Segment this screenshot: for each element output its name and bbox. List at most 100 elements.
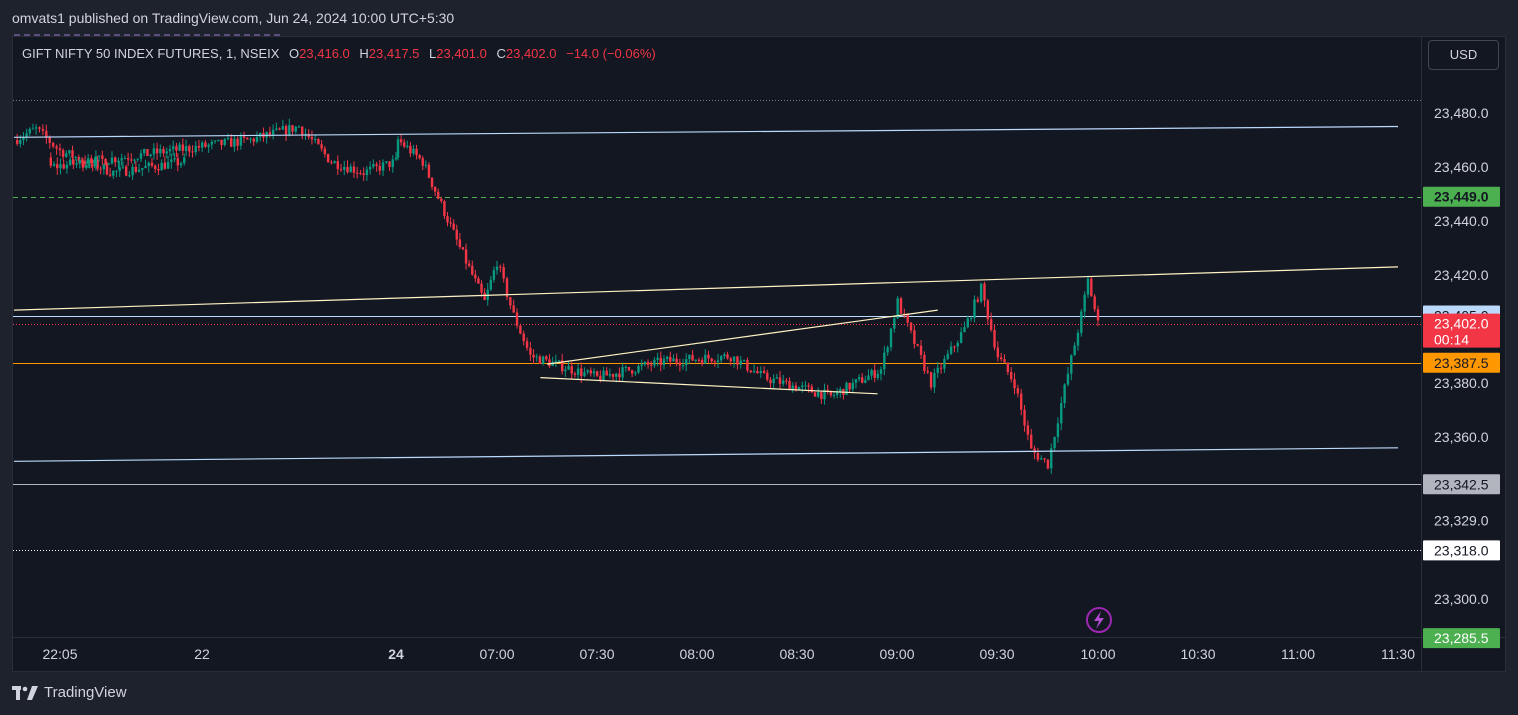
- triangle-upper-line[interactable]: [547, 309, 938, 365]
- candle-body: [424, 164, 428, 166]
- candle-body: [986, 300, 990, 320]
- candle-body: [242, 136, 246, 138]
- candle-body: [576, 368, 580, 375]
- candle-body: [62, 164, 65, 169]
- candle-body: [736, 356, 739, 365]
- candle-body: [909, 322, 913, 331]
- candle-body: [464, 249, 468, 264]
- candle-body: [220, 139, 223, 146]
- candle-body: [1043, 458, 1046, 460]
- candle-body: [640, 364, 643, 366]
- candle-body: [123, 158, 127, 160]
- candle-body: [88, 164, 91, 166]
- candle-body: [157, 169, 160, 171]
- candle-body: [723, 354, 726, 357]
- candle-body: [471, 265, 474, 275]
- candle-body: [832, 395, 836, 397]
- candle-body: [820, 392, 823, 400]
- candle-body: [281, 126, 285, 130]
- symbol-legend: GIFT NIFTY 50 INDEX FUTURES, 1, NSEIX O2…: [22, 46, 656, 61]
- candle-body: [320, 144, 323, 149]
- candle-body: [38, 127, 41, 129]
- candle-body: [694, 359, 697, 361]
- candle-body: [1050, 448, 1053, 469]
- candle-body: [94, 156, 98, 166]
- upper-channel-line[interactable]: [13, 125, 1399, 138]
- candle-body: [41, 128, 45, 131]
- lower-channel-line[interactable]: [13, 447, 1399, 462]
- candle-body: [175, 146, 178, 151]
- x-tick-label: 11:00: [1281, 646, 1315, 662]
- candle-body: [271, 129, 275, 135]
- candle-body: [983, 283, 986, 301]
- candle-body: [996, 347, 1000, 358]
- candle-body: [346, 166, 349, 173]
- candle-body: [323, 148, 327, 155]
- candle-body: [184, 146, 188, 151]
- candle-body: [19, 140, 22, 144]
- triangle-lower-line[interactable]: [540, 377, 878, 395]
- candle-body: [477, 278, 480, 284]
- candle-body: [554, 360, 558, 362]
- low-value: 23,401.0: [436, 46, 487, 61]
- resistance-line[interactable]: [13, 266, 1399, 311]
- open-value: 23,416.0: [299, 46, 350, 61]
- candle-body: [107, 163, 110, 165]
- candle-body: [252, 138, 255, 142]
- candle-body: [646, 362, 650, 365]
- candle-body: [688, 354, 691, 360]
- candle-body: [304, 133, 307, 135]
- candle-body: [1063, 384, 1066, 404]
- top-bar: omvats1 published on TradingView.com, Ju…: [0, 0, 1518, 36]
- price-label: 23,285.5: [1434, 630, 1489, 646]
- candle-body: [483, 292, 486, 300]
- candle-body: [602, 370, 605, 381]
- y-tick-label: 23,460.0: [1434, 159, 1489, 175]
- candle-body: [118, 167, 121, 171]
- candle-body: [650, 364, 653, 366]
- candle-body: [929, 372, 933, 388]
- candle-body: [1070, 355, 1073, 374]
- candle-body: [188, 146, 191, 152]
- candle-body: [179, 163, 183, 166]
- candle-body: [1016, 388, 1020, 394]
- candle-body: [839, 388, 842, 393]
- symbol-name[interactable]: GIFT NIFTY 50 INDEX FUTURES, 1, NSEIX: [22, 46, 280, 61]
- candle-body: [624, 366, 627, 368]
- candle-body: [512, 305, 515, 313]
- candle-body: [72, 159, 75, 165]
- candle-body: [857, 377, 861, 380]
- candle-body: [114, 157, 117, 163]
- candle-body: [662, 359, 666, 365]
- candle-body: [700, 359, 704, 364]
- candle-body: [939, 367, 943, 369]
- candle-body: [297, 126, 301, 128]
- candle-body: [515, 312, 519, 326]
- candle-body: [759, 370, 762, 374]
- candle-body: [943, 358, 946, 369]
- x-tick-label: 10:30: [1180, 646, 1215, 662]
- candle-body: [669, 356, 672, 362]
- currency-button[interactable]: USD: [1428, 40, 1499, 70]
- candle-body: [83, 161, 87, 164]
- candle-body: [707, 354, 710, 359]
- candle-body: [672, 358, 675, 362]
- candle-body: [310, 136, 314, 140]
- candle-body: [637, 365, 640, 373]
- candle-body: [352, 166, 356, 173]
- candle-body: [59, 164, 62, 169]
- candle-body: [580, 368, 583, 377]
- price-label-bg: [1423, 186, 1500, 207]
- candle-body: [275, 128, 278, 130]
- candle-body: [726, 354, 729, 359]
- candle-body: [385, 161, 388, 163]
- candle-body: [719, 356, 723, 361]
- chart-frame[interactable]: [12, 36, 1506, 672]
- lightning-icon[interactable]: [1086, 607, 1112, 633]
- candle-body: [926, 370, 929, 373]
- tradingview-footer[interactable]: TradingView: [12, 684, 127, 701]
- candle-body: [326, 154, 330, 163]
- y-tick-label: 23,360.0: [1434, 429, 1489, 445]
- candle-body: [330, 162, 333, 164]
